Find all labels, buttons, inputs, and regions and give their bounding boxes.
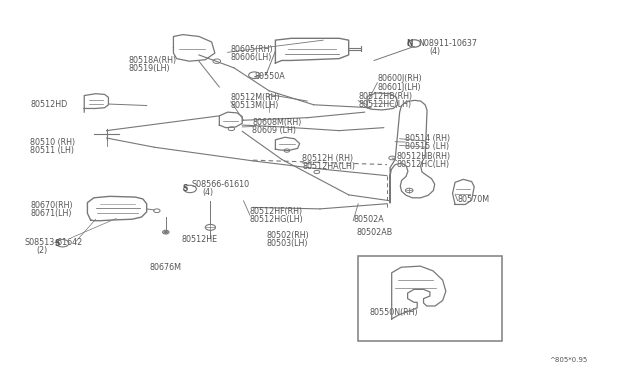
Ellipse shape: [164, 231, 168, 233]
Text: 80600J(RH): 80600J(RH): [378, 74, 422, 83]
Text: 80671(LH): 80671(LH): [30, 209, 72, 218]
Text: 80608M(RH): 80608M(RH): [252, 118, 302, 127]
Text: 80514 (RH): 80514 (RH): [405, 134, 451, 142]
Text: 80519(LH): 80519(LH): [129, 64, 170, 73]
Text: 80513M(LH): 80513M(LH): [231, 101, 279, 110]
Text: 80605(RH): 80605(RH): [231, 45, 273, 54]
Text: 80503(LH): 80503(LH): [266, 239, 308, 248]
Text: 80570M: 80570M: [458, 195, 490, 204]
Text: 80510 (RH): 80510 (RH): [30, 138, 75, 147]
Text: 80676M: 80676M: [149, 263, 181, 272]
Text: 80512M(RH): 80512M(RH): [231, 93, 280, 102]
Text: 80518A(RH): 80518A(RH): [129, 56, 177, 65]
Text: N08911-10637: N08911-10637: [418, 39, 477, 48]
Text: 80502(RH): 80502(RH): [266, 231, 309, 240]
Text: 80670(RH): 80670(RH): [30, 201, 73, 210]
Text: 80512HA(LH): 80512HA(LH): [302, 162, 355, 171]
Text: 80512HB(RH): 80512HB(RH): [358, 92, 412, 101]
Text: S08513-61642: S08513-61642: [25, 238, 83, 247]
Text: 80550N(RH): 80550N(RH): [370, 308, 419, 317]
Text: ^805*0.95: ^805*0.95: [549, 357, 588, 363]
Text: S08566-61610: S08566-61610: [191, 180, 250, 189]
Text: 80511 (LH): 80511 (LH): [30, 146, 74, 155]
Text: 80512HF(RH): 80512HF(RH): [250, 206, 303, 216]
Text: 80609 (LH): 80609 (LH): [252, 126, 296, 135]
Text: 80512H (RH): 80512H (RH): [302, 154, 353, 163]
Text: 80512HC(LH): 80512HC(LH): [396, 160, 449, 169]
Text: 80512HC(LH): 80512HC(LH): [358, 100, 412, 109]
Text: 80512HD: 80512HD: [30, 100, 67, 109]
Bar: [358, 256, 502, 341]
Text: 80601J(LH): 80601J(LH): [378, 83, 421, 92]
Text: S: S: [182, 185, 188, 193]
Text: 80502AB: 80502AB: [357, 228, 393, 237]
Text: 80550A: 80550A: [254, 72, 285, 81]
Text: 80512HG(LH): 80512HG(LH): [250, 215, 303, 224]
Text: 80515 (LH): 80515 (LH): [405, 142, 449, 151]
Text: N: N: [406, 39, 412, 48]
Text: 80502A: 80502A: [353, 215, 384, 224]
Text: 80512HE: 80512HE: [181, 235, 217, 244]
Text: (2): (2): [36, 246, 48, 255]
Text: (4): (4): [202, 188, 213, 197]
Text: (4): (4): [429, 47, 441, 56]
Text: S: S: [55, 239, 60, 248]
Text: 80606(LH): 80606(LH): [231, 53, 272, 62]
Text: 80512HB(RH): 80512HB(RH): [396, 152, 451, 161]
